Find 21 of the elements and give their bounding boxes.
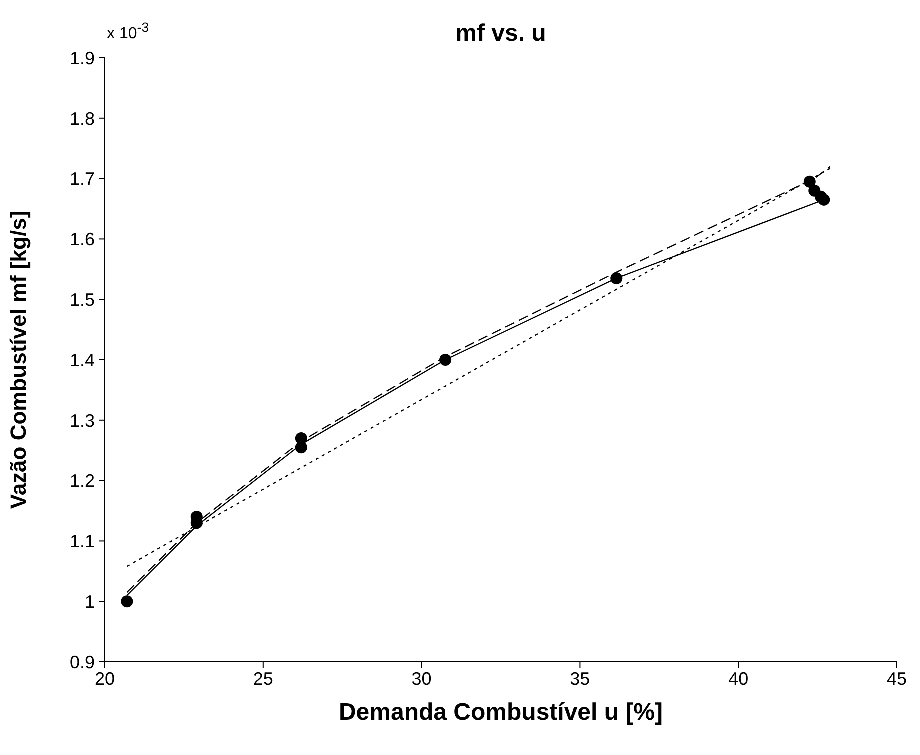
y-tick-label: 1.2 — [70, 471, 95, 492]
x-tick-label: 25 — [253, 668, 274, 689]
y-tick-label: 1.6 — [70, 230, 95, 250]
y-axis-title: Vazão Combustível mf [kg/s] — [6, 210, 31, 510]
y-tick-label: 1.4 — [70, 350, 95, 370]
x-tick-label: 30 — [412, 668, 432, 689]
y-tick-label: 1.8 — [70, 108, 95, 129]
y-tick-label: 1.9 — [70, 48, 95, 68]
text: x 10$^{-3}$ — [107, 20, 150, 44]
y-tick-label: 0.9 — [70, 652, 95, 672]
y-tick-label: 1.5 — [70, 290, 95, 310]
x-axis-title: Demanda Combustível u [%] — [338, 699, 664, 726]
y-tick-label: 1 — [84, 592, 95, 612]
x-tick-label: 45 — [886, 668, 908, 689]
x-tick-label: 20 — [94, 668, 116, 689]
chart-title: mf vs. u — [456, 20, 546, 47]
y-tick-label: 1.7 — [70, 169, 95, 190]
x-tick-label: 35 — [570, 668, 590, 689]
y-tick-label: 1.3 — [70, 410, 95, 431]
y-tick-label: 1.1 — [70, 532, 95, 552]
x-tick-label: 40 — [728, 668, 749, 689]
